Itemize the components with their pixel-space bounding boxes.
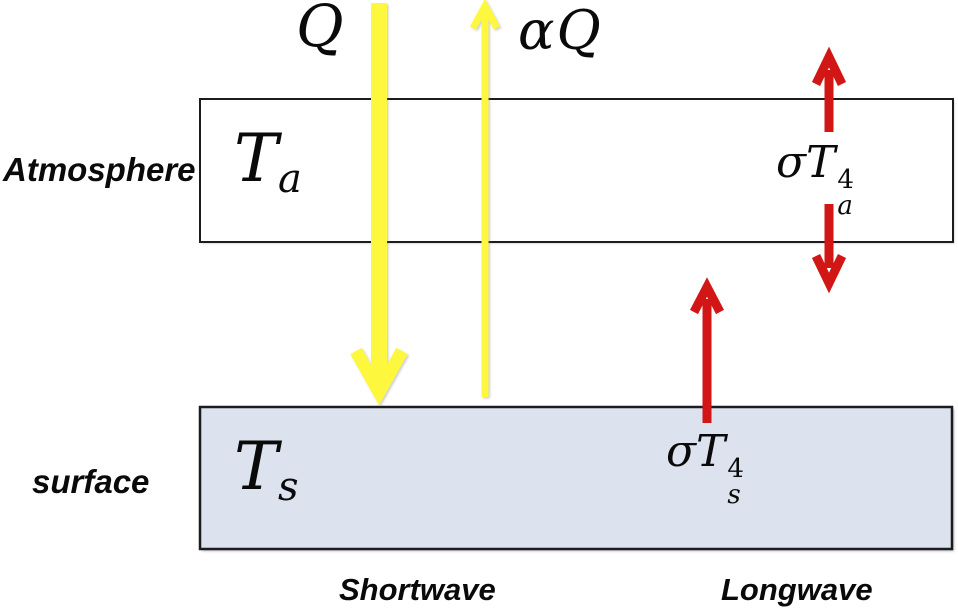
atmosphere-emission-label: σT 4 a (776, 141, 854, 219)
atmosphere-emission-exponent: 4 (837, 164, 854, 195)
surface-temperature-symbol: Ts (234, 434, 299, 508)
atmosphere-emission-subscript: a (837, 190, 853, 221)
atmosphere-temp-subscript: a (278, 156, 302, 203)
atmosphere-emission-up-head (811, 46, 847, 86)
surface-emission-subscript: s (727, 479, 741, 510)
atmosphere-emission-down-arrow (811, 204, 847, 294)
reflected-shortwave-label: αQ (518, 0, 603, 62)
atmosphere-emission-base: σT (776, 137, 836, 188)
longwave-caption: Longwave (721, 572, 873, 607)
surface-emission-exponent: 4 (727, 453, 744, 484)
surface-emission-label: σT 4 s (666, 430, 744, 508)
atmosphere-label: Atmosphere (3, 151, 196, 188)
surface-box-border (198, 405, 954, 551)
surface-box (200, 407, 952, 549)
surface-emission-arrow (690, 277, 724, 423)
atmosphere-box-border (199, 98, 954, 243)
atmosphere-emission-down-head (811, 254, 847, 294)
atmosphere-temperature-symbol: Ta (234, 126, 302, 200)
shortwave-caption: Shortwave (339, 572, 496, 607)
surface-emission-arrow-head (690, 277, 724, 315)
surface-label: surface (32, 463, 150, 500)
atmosphere-temp-base: T (234, 120, 279, 197)
incoming-shortwave-label: Q (296, 0, 344, 60)
surface-temp-base: T (234, 428, 279, 505)
surface-emission-base: σT (666, 426, 726, 477)
incoming-shortwave-arrow-head (350, 347, 408, 406)
reflected-shortwave-arrow-head (469, 0, 501, 30)
atmosphere-emission-up-arrow (811, 46, 847, 132)
reflected-shortwave-arrow (469, 0, 501, 397)
surface-temp-subscript: s (278, 464, 299, 511)
incoming-shortwave-arrow (350, 3, 408, 406)
